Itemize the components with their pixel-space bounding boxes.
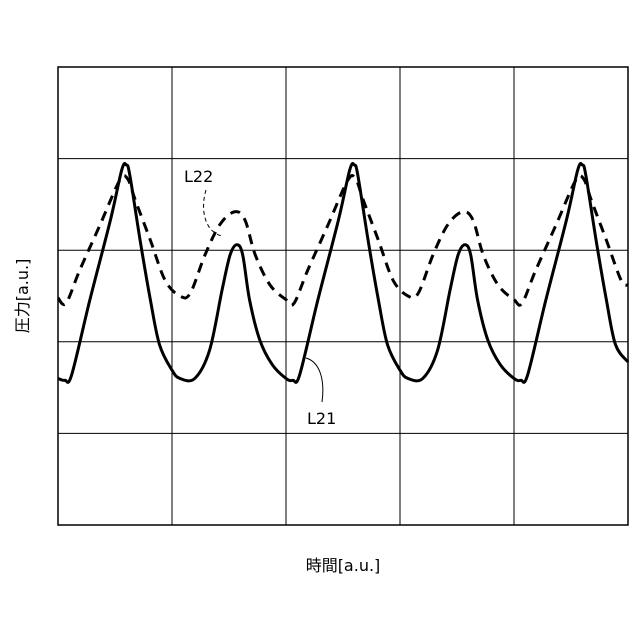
l22-leader-line: [204, 190, 222, 236]
l21-leader-line: [306, 358, 323, 402]
plot-frame: [58, 67, 628, 525]
l22-label: L22: [184, 167, 213, 186]
l21-label: L21: [307, 409, 336, 428]
series-line-l21: [58, 164, 628, 383]
pressure-time-chart: L22 L21 時間[a.u.] 圧力[a.u.]: [0, 0, 640, 640]
y-axis-label: 圧力[a.u.]: [13, 259, 32, 334]
x-axis-label: 時間[a.u.]: [306, 556, 381, 575]
grid: [58, 67, 628, 525]
